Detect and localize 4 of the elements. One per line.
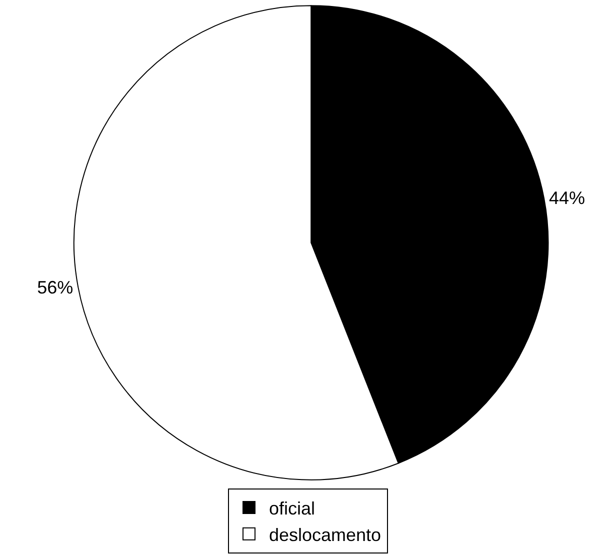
legend-label: deslocamento xyxy=(269,524,382,545)
data-label: 56% xyxy=(37,278,74,298)
data-label: 44% xyxy=(549,188,586,208)
legend-label: oficial xyxy=(269,498,316,518)
